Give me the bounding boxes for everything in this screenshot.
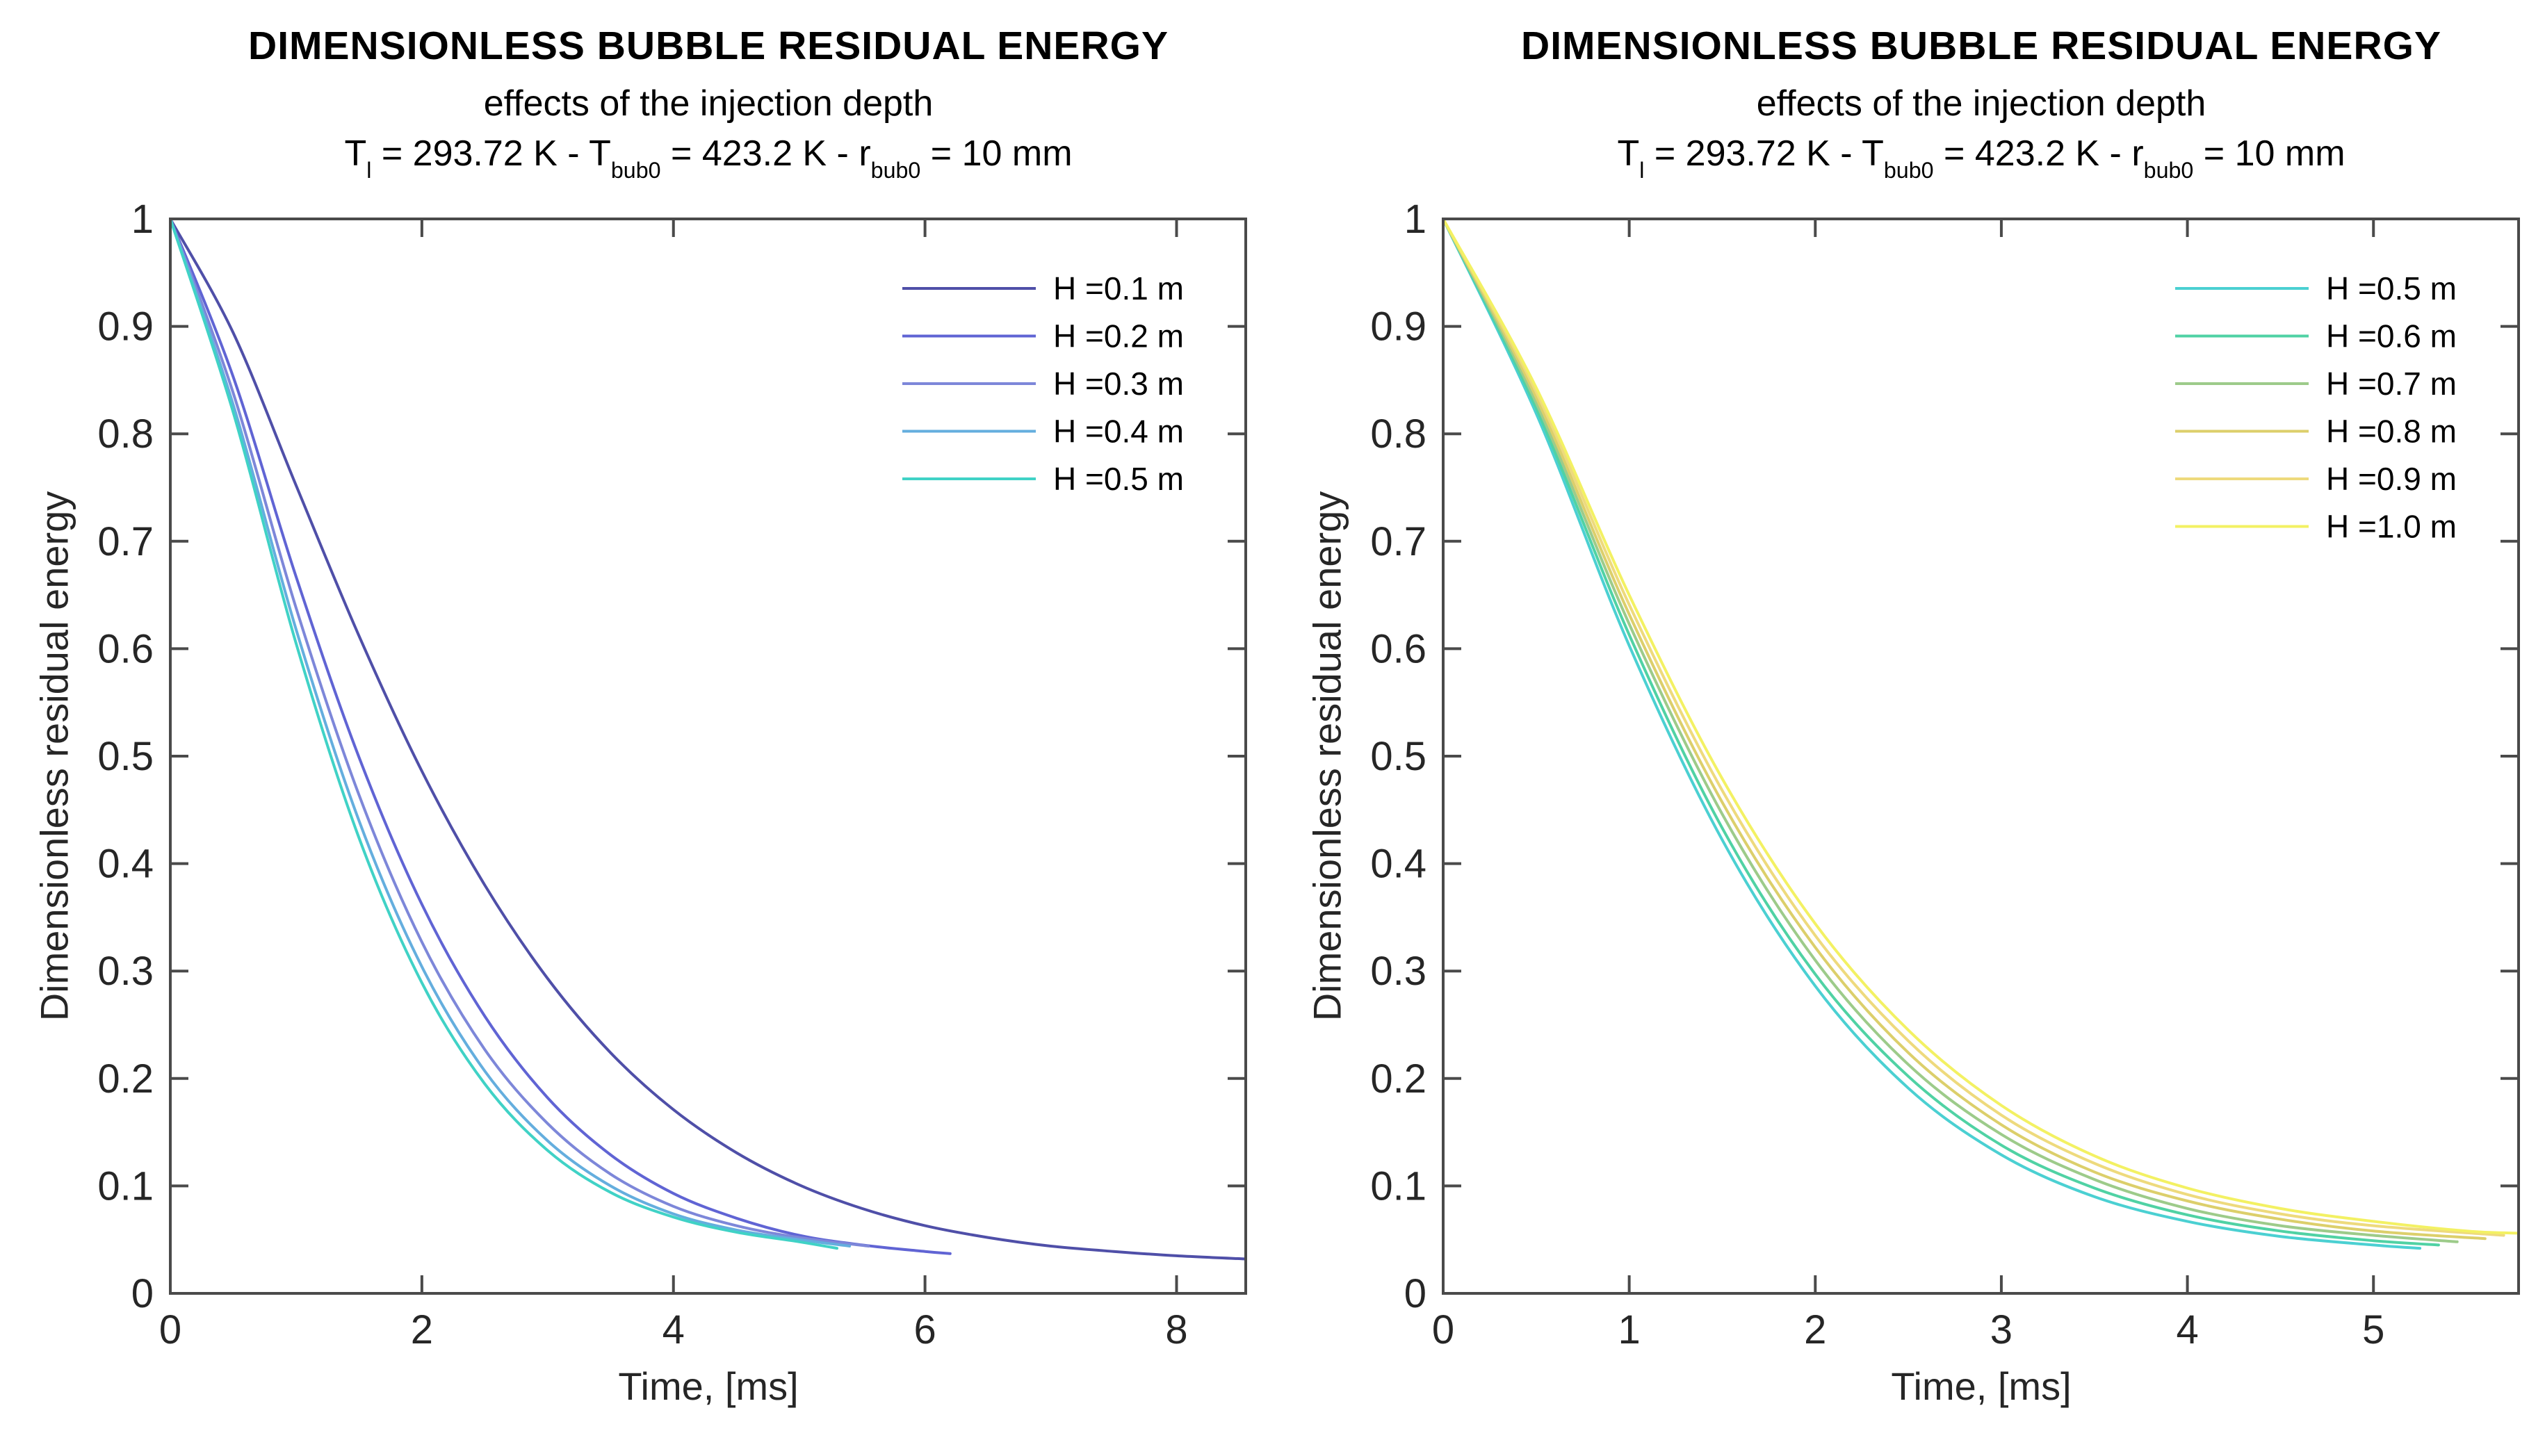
y-tick-label: 0.2 <box>1370 1056 1426 1102</box>
legend: H =0.1 m H =0.2 m H =0.3 m H =0.4 m H =0.5 m <box>902 270 1184 497</box>
chart-subtitle: effects of the injection depth <box>1756 83 2206 124</box>
legend-label: H =0.5 m <box>2326 270 2457 306</box>
legend-label: H =0.9 m <box>2326 461 2457 497</box>
legend-entry: H =0.5 m <box>2175 270 2457 306</box>
left-chart-panel: DIMENSIONLESS BUBBLE RESIDUAL ENERGY eff… <box>0 0 1272 1456</box>
x-tick-label: 0 <box>1432 1307 1454 1352</box>
y-tick-label: 0.6 <box>97 626 154 671</box>
curve-0.8 <box>1443 219 2487 1241</box>
x-tick-label: 2 <box>1804 1307 1826 1352</box>
curve-0.5 <box>170 219 838 1250</box>
legend-entry: H =0.9 m <box>2175 461 2457 497</box>
chart-titles: DIMENSIONLESS BUBBLE RESIDUAL ENERGY eff… <box>170 24 1246 186</box>
legend: H =0.5 m H =0.6 m H =0.7 m H =0.8 m H =0.9 m… <box>2175 270 2457 545</box>
x-tick-label: 5 <box>2362 1307 2384 1352</box>
legend-label: H =0.5 m <box>1053 461 1184 497</box>
right-chart-panel: DIMENSIONLESS BUBBLE RESIDUAL ENERGY eff… <box>1273 0 2545 1456</box>
legend-entry: H =0.6 m <box>2175 318 2457 354</box>
y-tick-label: 0.2 <box>97 1056 154 1102</box>
y-tick-label: 1 <box>131 197 154 242</box>
y-tick-label: 0.9 <box>1370 304 1426 350</box>
curve-0.4 <box>170 219 852 1248</box>
legend-label: H =0.1 m <box>1053 270 1184 306</box>
chart-title: DIMENSIONLESS BUBBLE RESIDUAL ENERGY <box>248 24 1169 68</box>
y-tick-label: 0.6 <box>1370 626 1426 671</box>
legend-entry: H =0.7 m <box>2175 366 2457 402</box>
y-tick-label: 0.5 <box>97 734 154 779</box>
chart-titles: DIMENSIONLESS BUBBLE RESIDUAL ENERGY eff… <box>1443 24 2519 186</box>
legend-label: H =0.4 m <box>1053 414 1184 450</box>
chart-subtitle: effects of the injection depth <box>483 83 934 124</box>
curve-0.1 <box>170 219 1246 1261</box>
x-tick-label: 2 <box>411 1307 433 1352</box>
y-tick-label: 0.3 <box>1370 949 1426 994</box>
plot-area: 0 2 4 6 8 0 0.1 0.2 0.3 0.4 0.5 0.6 0.7 0.8 0.9 1 H =0.1… <box>97 197 1247 1352</box>
y-tick-label: 1 <box>1404 197 1426 242</box>
y-tick-label: 0.1 <box>97 1163 154 1209</box>
legend-label: H =0.7 m <box>2326 366 2457 402</box>
legend-label: H =1.0 m <box>2326 509 2457 545</box>
legend-entry: H =0.2 m <box>902 318 1184 354</box>
legend-entry: H =0.8 m <box>2175 414 2457 450</box>
legend-label: H =0.6 m <box>2326 318 2457 354</box>
legend-entry: H =0.3 m <box>902 366 1184 402</box>
x-tick-label: 3 <box>1990 1307 2013 1352</box>
legend-entry: H =0.4 m <box>902 414 1184 450</box>
legend-label: H =0.3 m <box>1053 366 1184 402</box>
y-tick-label: 0.1 <box>1370 1163 1426 1209</box>
curve-0.7 <box>1443 219 2459 1243</box>
legend-entry: H =1.0 m <box>2175 509 2457 545</box>
curve-0.6 <box>1443 219 2440 1247</box>
x-tick-label: 0 <box>159 1307 181 1352</box>
y-tick-label: 0 <box>131 1271 154 1316</box>
y-tick-label: 0.8 <box>1370 411 1426 457</box>
x-tick-label: 4 <box>2176 1307 2198 1352</box>
curve-0.5 <box>1443 219 2422 1250</box>
legend-entry: H =0.1 m <box>902 270 1184 306</box>
curve-0.2 <box>170 219 952 1255</box>
y-tick-label: 0.4 <box>97 842 154 887</box>
legend-label: H =0.8 m <box>2326 414 2457 450</box>
x-tick-label: 1 <box>1618 1307 1641 1352</box>
legend-entry: H =0.5 m <box>902 461 1184 497</box>
y-tick-label: 0.7 <box>1370 519 1426 564</box>
y-tick-label: 0.5 <box>1370 734 1426 779</box>
plot-area: 0 1 2 3 4 5 0 0.1 0.2 0.3 0.4 0.5 0.6 0.7 0.8 0.9 1 H =0.… <box>1370 197 2520 1352</box>
chart-parameters: Tl = 293.72 K - Tbub0 = 423.2 K - rbub0 … <box>344 133 1073 183</box>
legend-label: H =0.2 m <box>1053 318 1184 354</box>
y-tick-label: 0.3 <box>97 949 154 994</box>
y-tick-label: 0 <box>1404 1271 1426 1316</box>
x-axis-label: Time, [ms] <box>1891 1364 2072 1408</box>
y-tick-label: 0.7 <box>97 519 154 564</box>
x-axis-label: Time, [ms] <box>618 1364 799 1408</box>
curves-group <box>1443 219 2519 1250</box>
curve-0.3 <box>170 219 870 1248</box>
chart-parameters: Tl = 293.72 K - Tbub0 = 423.2 K - rbub0 … <box>1617 133 2345 183</box>
curve-0.9 <box>1443 219 2505 1237</box>
y-tick-label: 0.9 <box>97 304 154 350</box>
curve-1.0 <box>1443 219 2519 1235</box>
x-tick-label: 8 <box>1165 1307 1187 1352</box>
x-tick-label: 4 <box>662 1307 685 1352</box>
curves-group <box>170 219 1246 1261</box>
y-tick-label: 0.4 <box>1370 842 1426 887</box>
x-tick-label: 6 <box>913 1307 936 1352</box>
chart-title: DIMENSIONLESS BUBBLE RESIDUAL ENERGY <box>1521 24 2441 68</box>
y-tick-label: 0.8 <box>97 411 154 457</box>
